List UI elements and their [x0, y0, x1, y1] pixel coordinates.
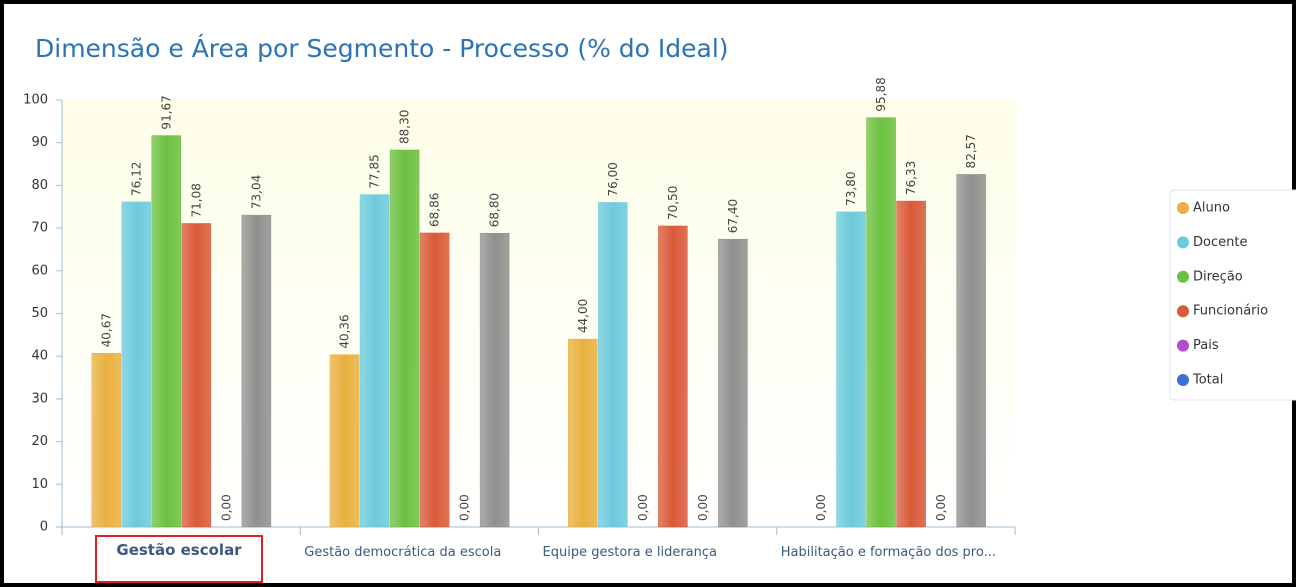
- legend-label: Total: [1192, 373, 1223, 388]
- value-label: 0,00: [219, 494, 233, 521]
- bar: [866, 117, 896, 528]
- value-label: 77,85: [368, 154, 382, 188]
- bar: [836, 211, 866, 528]
- legend-marker: [1177, 270, 1189, 283]
- bar: [151, 135, 182, 528]
- value-label: 0,00: [458, 494, 472, 521]
- bar: [479, 232, 510, 528]
- legend-label: Pais: [1193, 338, 1219, 353]
- y-tick-label: 50: [31, 306, 48, 321]
- value-label: 40,36: [338, 314, 352, 348]
- value-label: 88,30: [398, 110, 412, 144]
- y-tick-label: 100: [23, 93, 48, 108]
- y-tick-label: 30: [31, 391, 48, 406]
- bar: [329, 354, 360, 528]
- value-label: 76,33: [904, 161, 918, 195]
- legend: [1169, 189, 1296, 401]
- value-label: 0,00: [934, 494, 948, 521]
- value-label: 76,00: [606, 162, 620, 196]
- value-label: 95,88: [874, 77, 888, 111]
- bar: [956, 174, 986, 528]
- bar: [658, 225, 688, 528]
- bar: [241, 214, 272, 528]
- legend-label: Direção: [1193, 269, 1243, 284]
- bar: [181, 223, 212, 528]
- x-tick-label[interactable]: Equipe gestora e liderança: [542, 545, 717, 560]
- legend-marker: [1177, 374, 1189, 386]
- bar: [598, 202, 628, 528]
- legend-label: Docente: [1193, 235, 1247, 250]
- value-label: 40,67: [99, 313, 113, 347]
- bar: [896, 200, 926, 528]
- chart-title: Dimensão e Área por Segmento - Processo …: [35, 34, 729, 63]
- bar: [419, 232, 450, 528]
- legend-label: Funcionário: [1193, 304, 1268, 319]
- y-tick-label: 10: [31, 477, 48, 492]
- legend-label: Aluno: [1193, 201, 1230, 216]
- bar: [121, 201, 152, 528]
- value-label: 82,57: [964, 134, 978, 168]
- value-label: 91,67: [159, 95, 173, 129]
- bar: [91, 353, 122, 528]
- value-label: 0,00: [814, 494, 828, 521]
- bar: [359, 194, 390, 528]
- y-tick-label: 0: [40, 520, 48, 535]
- value-label: 76,12: [129, 162, 143, 196]
- value-label: 0,00: [636, 494, 650, 521]
- bar: [568, 338, 598, 528]
- y-tick-label: 60: [31, 263, 48, 278]
- value-label: 68,86: [428, 193, 442, 227]
- value-label: 0,00: [696, 494, 710, 521]
- bar: [718, 238, 748, 528]
- x-tick-label[interactable]: Habilitação e formação dos pro...: [780, 545, 996, 560]
- value-label: 44,00: [576, 299, 590, 333]
- legend-marker: [1177, 305, 1189, 318]
- y-tick-label: 70: [31, 221, 48, 236]
- x-tick-label[interactable]: Gestão democrática da escola: [304, 545, 502, 560]
- legend-marker: [1177, 339, 1189, 352]
- y-tick-label: 20: [31, 434, 48, 449]
- x-tick-label[interactable]: Gestão escolar: [95, 535, 263, 583]
- bar: [389, 149, 420, 528]
- y-tick-label: 80: [31, 178, 48, 193]
- value-label: 71,08: [189, 183, 203, 217]
- value-label: 73,80: [844, 172, 858, 206]
- y-tick-label: 40: [31, 349, 48, 364]
- value-label: 68,80: [488, 193, 502, 227]
- value-label: 67,40: [726, 199, 740, 233]
- legend-marker: [1177, 236, 1189, 249]
- legend-marker: [1177, 202, 1189, 214]
- y-tick-label: 90: [31, 135, 48, 150]
- value-label: 70,50: [666, 186, 680, 220]
- value-label: 73,04: [249, 175, 263, 209]
